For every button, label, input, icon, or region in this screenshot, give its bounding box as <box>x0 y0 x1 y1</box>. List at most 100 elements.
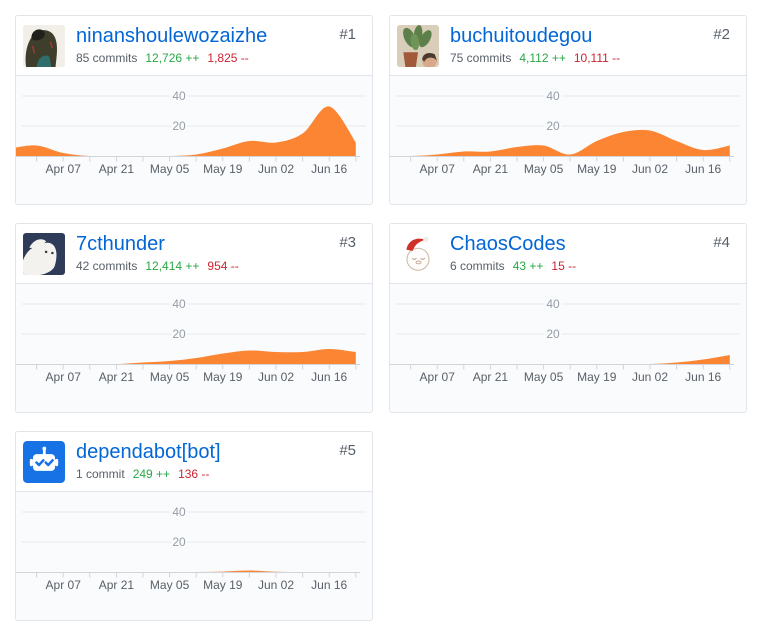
x-axis-tick-label: May 19 <box>203 578 243 592</box>
contributor-card: buchuitoudegou 75 commits 4,112 ++ 10,111 … <box>389 15 747 205</box>
y-axis-tick-label: 20 <box>172 119 186 133</box>
contributors-grid: ninanshoulewozaizhe 85 commits 12,726 ++ 1… <box>15 15 747 621</box>
x-axis-tick-label: Apr 07 <box>420 162 456 176</box>
contributor-name-link-1[interactable]: ninanshoulewozaizhe <box>76 25 268 47</box>
x-axis-tick-label: Apr 21 <box>99 370 135 384</box>
commit-area-series <box>390 355 730 364</box>
contributor-id-block: dependabot[bot] 1 commit 249 ++ 136 -- <box>76 441 221 481</box>
commit-activity-chart: 20 40 Apr 07 Apr 21 May 05 May 19 Jun 02 Jun 16 <box>390 284 746 412</box>
contributor-avatar <box>397 25 439 67</box>
contributor-stats: 1 commit 249 ++ 136 -- <box>76 467 221 481</box>
commit-count: 6 commits <box>450 259 505 273</box>
commit-activity-svg: 20 40 Apr 07 Apr 21 May 05 May 19 Jun 02 Jun 16 <box>16 87 366 176</box>
y-axis-tick-label: 20 <box>172 327 186 341</box>
contributor-card: dependabot[bot] 1 commit 249 ++ 136 -- #5 … <box>15 431 373 621</box>
y-axis-tick-label: 40 <box>546 297 560 311</box>
x-axis-tick-label: May 19 <box>577 370 617 384</box>
contributor-stats: 6 commits 43 ++ 15 -- <box>450 259 576 273</box>
contributor-id-block: buchuitoudegou 75 commits 4,112 ++ 10,111 … <box>450 25 620 65</box>
x-axis-tick-label: May 05 <box>524 162 564 176</box>
commit-activity-chart: 20 40 Apr 07 Apr 21 May 05 May 19 Jun 02 Jun 16 <box>16 492 372 620</box>
deletions-count: 10,111 -- <box>573 51 621 65</box>
x-axis-tick-label: Apr 21 <box>99 578 135 592</box>
y-axis-tick-label: 40 <box>172 505 186 519</box>
contributor-card: 7cthunder 42 commits 12,414 ++ 954 -- #3 2… <box>15 223 373 413</box>
white-cat-avatar-image <box>23 233 65 275</box>
commit-count: 1 commit <box>76 467 125 481</box>
y-axis-tick-label: 20 <box>546 119 560 133</box>
contributor-card-header: ninanshoulewozaizhe 85 commits 12,726 ++ 1… <box>16 16 372 76</box>
dependabot-avatar-image <box>23 441 65 483</box>
commit-area-series <box>390 129 730 156</box>
x-axis-tick-label: Apr 07 <box>46 162 82 176</box>
santa-hat-cartoon-avatar-image <box>397 233 439 275</box>
contributor-name-link-5[interactable]: dependabot[bot] <box>76 441 221 463</box>
x-axis-tick-label: Jun 02 <box>632 162 668 176</box>
contributor-name-link-2[interactable]: buchuitoudegou <box>450 25 593 47</box>
x-axis-tick-label: Apr 21 <box>473 162 509 176</box>
contributor-rank-badge: #5 <box>339 442 356 459</box>
potted-plant-avatar-image <box>397 25 439 67</box>
commit-activity-chart: 20 40 Apr 07 Apr 21 May 05 May 19 Jun 02 Jun 16 <box>16 76 372 204</box>
y-axis-tick-label: 20 <box>172 535 186 549</box>
x-axis-tick-label: Jun 02 <box>258 370 294 384</box>
commit-area-series <box>16 570 356 572</box>
contributor-name-link-4[interactable]: ChaosCodes <box>450 233 566 255</box>
additions-count: 43 ++ <box>512 259 544 273</box>
x-axis-tick-label: Jun 16 <box>311 162 347 176</box>
x-axis-tick-label: May 05 <box>150 162 190 176</box>
contributor-card: ChaosCodes 6 commits 43 ++ 15 -- #4 20 40 Ap… <box>389 223 747 413</box>
additions-count: 12,726 ++ <box>145 51 200 65</box>
contributor-name-link-3[interactable]: 7cthunder <box>76 233 165 255</box>
x-axis-tick-label: May 19 <box>203 162 243 176</box>
commit-area-series <box>16 106 356 156</box>
x-axis-tick-label: May 05 <box>150 370 190 384</box>
x-axis-tick-label: Apr 07 <box>420 370 456 384</box>
y-axis-tick-label: 20 <box>546 327 560 341</box>
commit-count: 85 commits <box>76 51 138 65</box>
commit-area-series <box>16 349 356 364</box>
contributor-card-header: ChaosCodes 6 commits 43 ++ 15 -- #4 <box>390 224 746 284</box>
y-axis-tick-label: 40 <box>172 297 186 311</box>
commit-activity-chart: 20 40 Apr 07 Apr 21 May 05 May 19 Jun 02 Jun 16 <box>390 76 746 204</box>
contributor-card: ninanshoulewozaizhe 85 commits 12,726 ++ 1… <box>15 15 373 205</box>
x-axis-tick-label: Apr 21 <box>99 162 135 176</box>
contributor-card-header: 7cthunder 42 commits 12,414 ++ 954 -- #3 <box>16 224 372 284</box>
commit-activity-svg: 20 40 Apr 07 Apr 21 May 05 May 19 Jun 02 Jun 16 <box>16 295 366 384</box>
contributor-card-header: buchuitoudegou 75 commits 4,112 ++ 10,111 … <box>390 16 746 76</box>
contributor-rank-badge: #2 <box>713 26 730 43</box>
additions-count: 249 ++ <box>132 467 171 481</box>
commit-activity-svg: 20 40 Apr 07 Apr 21 May 05 May 19 Jun 02 Jun 16 <box>16 503 366 592</box>
x-axis-tick-label: Apr 07 <box>46 370 82 384</box>
x-axis-tick-label: Jun 02 <box>258 162 294 176</box>
deletions-count: 136 -- <box>178 467 210 481</box>
contributor-rank-badge: #1 <box>339 26 356 43</box>
additions-count: 4,112 ++ <box>519 51 566 65</box>
contributor-rank-badge: #3 <box>339 234 356 251</box>
x-axis-tick-label: May 05 <box>150 578 190 592</box>
y-axis-tick-label: 40 <box>546 89 560 103</box>
x-axis-tick-label: Apr 21 <box>473 370 509 384</box>
x-axis-tick-label: May 19 <box>577 162 617 176</box>
contributor-id-block: ChaosCodes 6 commits 43 ++ 15 -- <box>450 233 576 273</box>
contributor-id-block: 7cthunder 42 commits 12,414 ++ 954 -- <box>76 233 239 273</box>
x-axis-tick-label: May 19 <box>203 370 243 384</box>
contributor-avatar <box>23 441 65 483</box>
contributor-stats: 42 commits 12,414 ++ 954 -- <box>76 259 239 273</box>
dark-anime-portrait-avatar-image <box>23 25 65 67</box>
x-axis-tick-label: Jun 16 <box>311 370 347 384</box>
contributor-avatar <box>397 233 439 275</box>
additions-count: 12,414 ++ <box>145 259 200 273</box>
commit-activity-svg: 20 40 Apr 07 Apr 21 May 05 May 19 Jun 02 Jun 16 <box>390 87 740 176</box>
contributor-card-header: dependabot[bot] 1 commit 249 ++ 136 -- #5 <box>16 432 372 492</box>
x-axis-tick-label: Apr 07 <box>46 578 82 592</box>
contributor-avatar <box>23 233 65 275</box>
contributor-avatar <box>23 25 65 67</box>
commit-activity-chart: 20 40 Apr 07 Apr 21 May 05 May 19 Jun 02 Jun 16 <box>16 284 372 412</box>
commit-count: 75 commits <box>450 51 512 65</box>
contributor-rank-badge: #4 <box>713 234 730 251</box>
commit-count: 42 commits <box>76 259 138 273</box>
contributor-stats: 85 commits 12,726 ++ 1,825 -- <box>76 51 267 65</box>
x-axis-tick-label: Jun 16 <box>685 370 721 384</box>
commit-activity-svg: 20 40 Apr 07 Apr 21 May 05 May 19 Jun 02 Jun 16 <box>390 295 740 384</box>
